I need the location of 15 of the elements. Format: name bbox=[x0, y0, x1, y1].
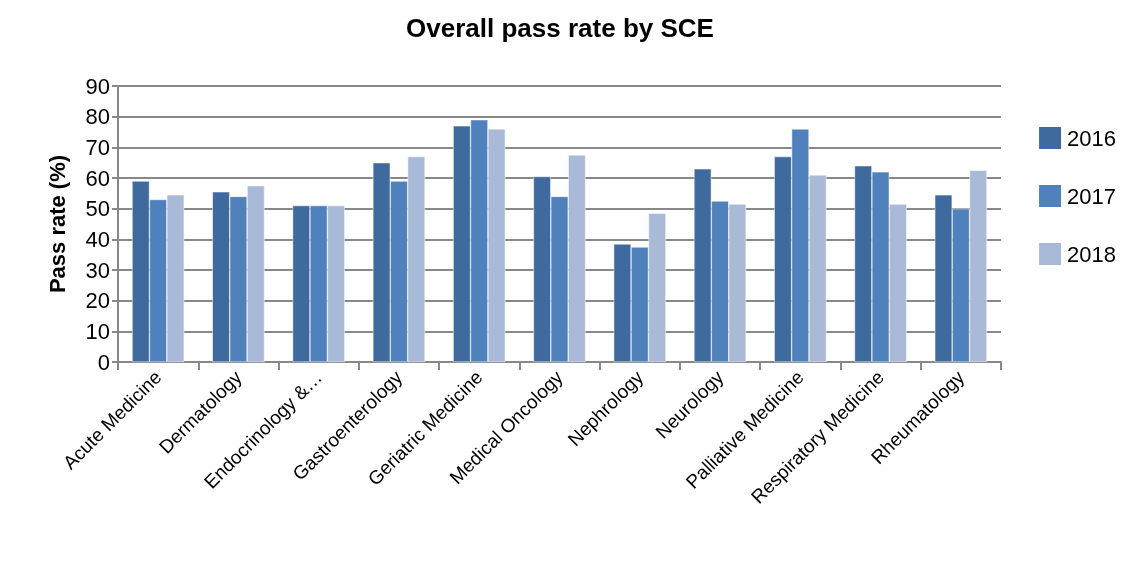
legend-label: 2018 bbox=[1067, 241, 1117, 267]
legend-label: 2017 bbox=[1067, 183, 1117, 209]
y-tick-label: 10 bbox=[85, 318, 110, 344]
y-tick-label: 70 bbox=[85, 134, 110, 160]
y-tick-label: 80 bbox=[85, 104, 110, 130]
y-axis-title: Pass rate (%) bbox=[44, 154, 70, 294]
y-tick-label: 40 bbox=[85, 226, 110, 252]
y-tick-label: 60 bbox=[85, 165, 110, 191]
y-tick-label: 30 bbox=[85, 257, 110, 283]
y-tick-label: 90 bbox=[85, 73, 110, 99]
y-tick-label: 0 bbox=[97, 349, 110, 375]
y-tick-label: 20 bbox=[85, 288, 110, 314]
legend-label: 2016 bbox=[1067, 125, 1117, 151]
y-tick-label: 50 bbox=[85, 196, 110, 222]
chart-title: Overall pass rate by SCE bbox=[406, 13, 714, 43]
